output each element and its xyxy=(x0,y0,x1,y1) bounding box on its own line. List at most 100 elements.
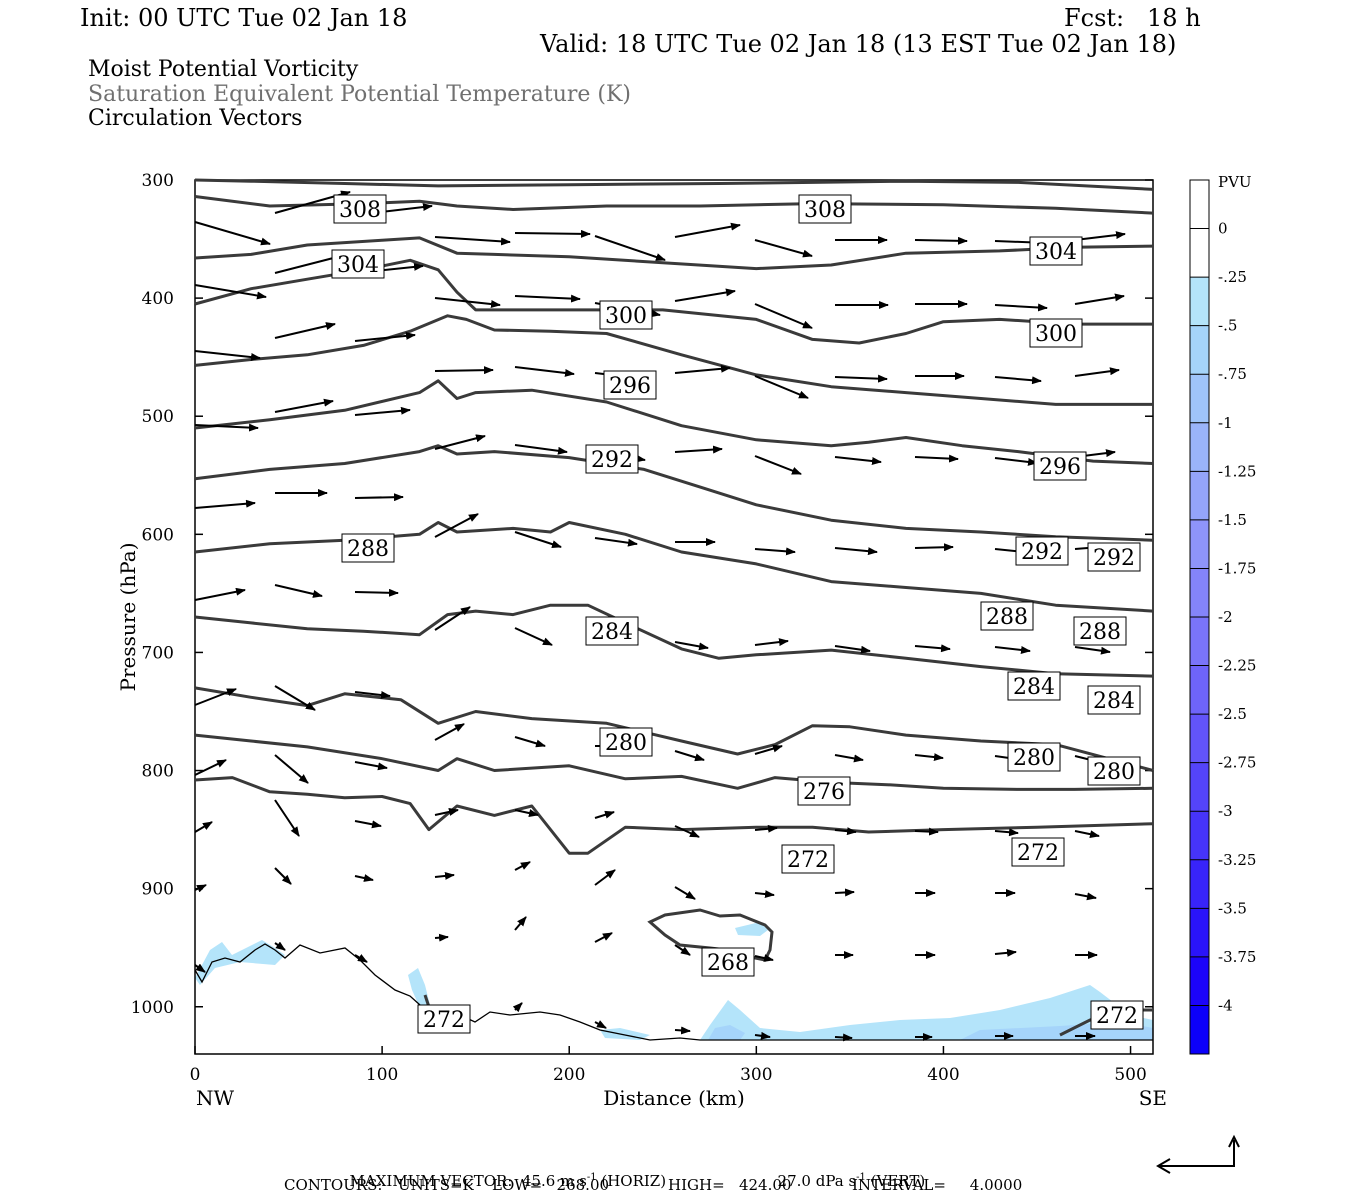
y-tick-label: 1000 xyxy=(131,998,174,1018)
max-vector-vert-tag: (VERT) xyxy=(870,1172,926,1190)
vector-arrow xyxy=(274,941,286,951)
contour-label-276: 276 xyxy=(797,776,851,806)
contour-label-text: 288 xyxy=(1079,620,1121,645)
terrain-boundary-line xyxy=(194,943,1153,1041)
max-vector-vert-unit: dPa s xyxy=(815,1172,857,1190)
colorbar-label: -1.75 xyxy=(1218,559,1256,577)
vector-arrow xyxy=(674,222,741,238)
max-vector-label: MAXIMUM VECTOR: xyxy=(349,1172,513,1190)
vector-arrow xyxy=(674,445,723,454)
max-vector-horiz-exp: -1 xyxy=(586,1172,597,1183)
vector-arrow xyxy=(994,948,1017,957)
vector-arrow xyxy=(834,374,888,383)
y-axis-ticks: 300 400 500 600 700 800 900 1000 xyxy=(131,171,1153,1018)
contour-284 xyxy=(194,521,1154,613)
max-vector-line: MAXIMUM VECTOR: 45.6 m s-1 (HORIZ) xyxy=(340,1158,667,1190)
colorbar-label: -3.75 xyxy=(1218,948,1256,966)
vector-arrow xyxy=(1074,231,1126,241)
colorbar-title: PVU xyxy=(1218,173,1252,191)
vector-arrow xyxy=(834,1033,853,1042)
colorbar-swatch xyxy=(1190,180,1209,230)
contour-label-304: 304 xyxy=(331,249,385,279)
contour-label-288: 288 xyxy=(980,601,1034,631)
colorbar-label: -3.25 xyxy=(1218,851,1256,869)
x-axis-label: Distance (km) xyxy=(603,1086,745,1110)
contour-label-280: 280 xyxy=(1007,742,1061,772)
vector-arrow xyxy=(274,754,309,784)
vector-arrow xyxy=(434,366,494,375)
y-tick-label: 800 xyxy=(142,762,174,782)
contour-label-text: 304 xyxy=(337,253,379,278)
colorbar-swatch xyxy=(1190,617,1209,667)
vector-arrow xyxy=(434,236,511,246)
contour-296 xyxy=(194,314,1153,406)
vector-arrow xyxy=(514,736,546,748)
vector-arrow xyxy=(354,954,368,963)
contour-label-text: 292 xyxy=(1093,546,1135,571)
colorbar-swatch xyxy=(1190,325,1209,375)
contour-268-loop xyxy=(647,908,774,962)
vector-arrow xyxy=(594,810,615,819)
contour-label-text: 272 xyxy=(423,1008,465,1033)
contour-label-300: 300 xyxy=(1029,318,1083,348)
vector-arrow xyxy=(994,828,1019,837)
vector-arrow xyxy=(594,537,638,547)
vector-arrow xyxy=(354,406,411,416)
contours-info-high: HIGH= 424.00 xyxy=(668,1176,792,1194)
vector-arrow xyxy=(194,821,213,833)
field-title-mpv: Moist Potential Vorticity xyxy=(88,57,359,82)
vector-arrow xyxy=(834,754,864,763)
vector-arrow xyxy=(514,366,575,377)
vector-arrow xyxy=(994,457,1038,466)
max-vector-horiz-tag: (HORIZ) xyxy=(601,1172,667,1190)
vector-arrow xyxy=(914,543,954,552)
contours-info-interval: INTERVAL= 4.0000 xyxy=(852,1176,1023,1194)
contour-label-296: 296 xyxy=(603,370,657,400)
contour-304 xyxy=(194,236,1154,271)
y-tick-label: 500 xyxy=(142,407,174,427)
vector-arrow xyxy=(914,827,939,836)
colorbar-label: -4 xyxy=(1218,996,1233,1014)
contour-label-text: 284 xyxy=(1093,689,1135,714)
vector-arrow xyxy=(914,454,959,463)
vector-arrow xyxy=(674,944,691,956)
vector-arrow xyxy=(194,688,237,706)
vector-arrow xyxy=(194,221,271,246)
x-tick-label: 0 xyxy=(190,1065,201,1085)
vector-arrow xyxy=(514,444,568,455)
colorbar-swatch xyxy=(1190,422,1209,472)
contour-label-268: 268 xyxy=(701,947,755,977)
vector-arrow xyxy=(434,871,455,880)
contour-label-292: 292 xyxy=(1087,542,1141,572)
contour-label-304: 304 xyxy=(1029,236,1083,266)
colorbar-swatch xyxy=(1190,228,1209,278)
vector-arrow xyxy=(194,499,256,509)
contour-label-text: 308 xyxy=(804,198,846,223)
x-tick-label: 400 xyxy=(927,1065,959,1085)
vector-arrow xyxy=(194,963,206,973)
vector-arrow xyxy=(274,398,334,413)
y-axis-label: Pressure (hPa) xyxy=(116,543,140,692)
x-tick-label: 500 xyxy=(1114,1065,1146,1085)
vector-arrow xyxy=(354,874,374,882)
colorbar-label: -2.75 xyxy=(1218,754,1256,772)
vector-arrow xyxy=(354,493,404,502)
contour-label-292: 292 xyxy=(585,444,639,474)
contour-label-text: 296 xyxy=(609,374,651,399)
contour-label-272: 272 xyxy=(781,844,835,874)
vector-arrow xyxy=(194,587,246,601)
contour-label-text: 292 xyxy=(591,448,633,473)
vector-arrow xyxy=(994,376,1042,385)
colorbar-swatch xyxy=(1190,374,1209,424)
contour-label-text: 272 xyxy=(787,848,829,873)
x-tick-label: 200 xyxy=(553,1065,585,1085)
contour-label-text: 272 xyxy=(1017,841,1059,866)
vector-arrow xyxy=(1074,367,1120,377)
x-axis-ticks: 0 100 200 300 400 500 xyxy=(190,1046,1147,1085)
contour-label-text: 308 xyxy=(339,198,381,223)
pv-colorbar: 0 -.25 -.5 -.75 -1 -1.25 -1.5 -1.75 -2 -2.25 -2.5 -… xyxy=(1189,179,1256,1055)
x-tick-label: 300 xyxy=(740,1065,772,1085)
vector-arrow xyxy=(1074,830,1100,839)
vector-arrow xyxy=(754,303,813,329)
